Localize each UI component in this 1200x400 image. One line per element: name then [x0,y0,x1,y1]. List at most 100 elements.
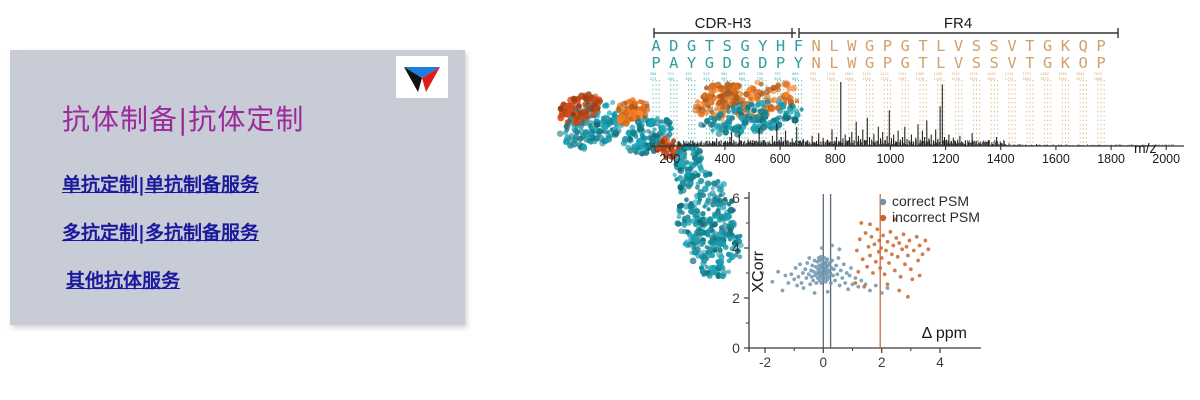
svg-text:Q: Q [1079,37,1088,55]
svg-text:S: S [990,54,999,72]
promo-link-mab-custom[interactable]: 单抗定制|单抗制备服务 [62,174,259,196]
region-label-cdr-h3: CDR-H3 [695,15,752,32]
svg-text:G: G [865,54,874,72]
svg-text:1933: 1933 [1058,72,1067,76]
svg-text:881: 881 [792,77,799,81]
svg-text:H: H [776,37,785,55]
svg-text:T: T [918,54,927,72]
fragment-ion-tick-labels: 3003133713844424555135265845976556687267… [650,72,1103,81]
svg-text:1152: 1152 [862,72,871,76]
svg-text:V: V [1007,37,1016,55]
svg-text:1365: 1365 [916,72,925,76]
svg-text:D: D [723,54,732,72]
svg-text:G: G [1043,37,1052,55]
svg-text:2000: 2000 [1152,152,1180,166]
svg-text:1400: 1400 [987,152,1015,166]
svg-text:V: V [1007,54,1016,72]
svg-text:2: 2 [878,355,886,370]
svg-text:1649: 1649 [987,72,996,76]
svg-text:2017: 2017 [1076,77,1085,81]
svg-text:S: S [723,37,732,55]
svg-text:T: T [1025,54,1034,72]
mass-spectrum-axis [650,145,1184,150]
svg-text:Y: Y [687,54,697,72]
svg-text:1023: 1023 [827,77,836,81]
svg-text:384: 384 [668,77,675,81]
svg-text:S: S [972,37,981,55]
svg-text:F: F [794,37,803,55]
svg-text:P: P [651,54,660,72]
svg-text:G: G [740,37,749,55]
svg-text:G: G [1043,54,1052,72]
promo-link-pab-custom[interactable]: 多抗定制|多抗制备服务 [62,222,259,244]
svg-text:1165: 1165 [862,77,871,81]
svg-text:4: 4 [732,240,740,256]
mass-spectrum-xlabel: m/z [1134,140,1157,156]
promo-link-other-services[interactable]: 其他抗体服务 [66,270,181,292]
svg-text:1662: 1662 [987,77,996,81]
scatter-reference-lines [822,194,881,348]
svg-text:1081: 1081 [844,72,853,76]
svg-text:2088: 2088 [1094,77,1103,81]
scatter-tick-labels: -2 0 2 4 0 2 4 6 [732,190,944,370]
svg-text:1507: 1507 [951,72,960,76]
svg-text:868: 868 [792,72,799,76]
svg-text:Y: Y [758,37,768,55]
svg-text:1520: 1520 [951,77,960,81]
svg-text:1875: 1875 [1040,77,1049,81]
svg-text:526: 526 [703,77,710,81]
svg-text:313: 313 [650,77,657,81]
scatter-ylabel: XCorr [750,250,767,292]
svg-text:K: K [1061,54,1071,72]
svg-text:400: 400 [714,152,735,166]
svg-text:1800: 1800 [1097,152,1125,166]
svg-text:T: T [1025,37,1034,55]
svg-text:1307: 1307 [898,77,907,81]
svg-text:1946: 1946 [1058,77,1067,81]
svg-text:G: G [705,54,714,72]
svg-text:800: 800 [825,152,846,166]
svg-text:D: D [758,54,767,72]
svg-text:T: T [705,37,714,55]
svg-text:L: L [936,37,945,55]
svg-text:P: P [883,37,892,55]
company-chevron-logo [396,56,448,98]
antibody-service-promo-panel: 抗体制备|抗体定制 单抗定制|单抗制备服务 多抗定制|多抗制备服务 其他抗体服务 [10,50,465,325]
svg-text:G: G [740,54,749,72]
svg-text:600: 600 [770,152,791,166]
svg-text:G: G [687,37,696,55]
svg-text:1720: 1720 [1005,72,1014,76]
svg-text:668: 668 [739,77,746,81]
svg-text:W: W [847,37,857,55]
svg-text:V: V [954,54,963,72]
svg-text:597: 597 [721,77,728,81]
svg-text:L: L [936,54,945,72]
svg-text:0: 0 [820,355,828,370]
svg-text:2004: 2004 [1076,72,1085,76]
page-title: 抗体制备|抗体定制 [62,103,305,136]
legend-swatch [879,198,887,206]
svg-text:A: A [669,54,679,72]
svg-text:-2: -2 [759,355,771,370]
scatter-axes [743,192,981,353]
svg-text:1591: 1591 [969,77,978,81]
svg-text:1378: 1378 [916,77,925,81]
svg-text:N: N [812,54,821,72]
svg-text:584: 584 [721,72,728,76]
sequence-region-brackets: CDR-H3 FR4 [653,15,1119,38]
svg-text:1436: 1436 [933,72,942,76]
svg-text:O: O [1079,54,1088,72]
svg-text:1862: 1862 [1040,72,1049,76]
legend-swatch [879,214,887,222]
svg-text:797: 797 [774,72,781,76]
svg-text:S: S [972,54,981,72]
svg-text:810: 810 [774,77,781,81]
svg-text:P: P [1096,37,1105,55]
svg-text:L: L [829,37,838,55]
svg-text:L: L [829,54,838,72]
svg-text:W: W [847,54,857,72]
